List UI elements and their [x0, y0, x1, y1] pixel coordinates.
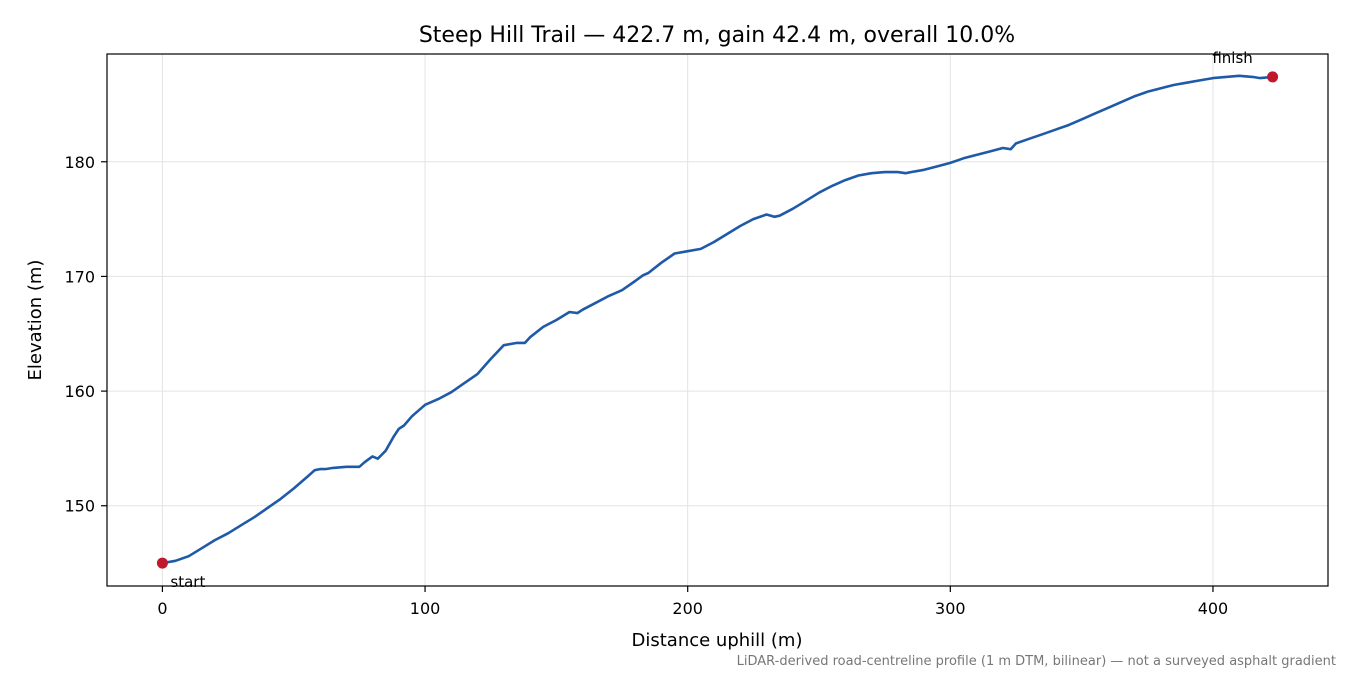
x-tick-label: 100 [410, 599, 441, 618]
x-tick-label: 300 [935, 599, 966, 618]
chart-caption: LiDAR-derived road-centreline profile (1… [737, 654, 1336, 669]
y-axis-ticks: 150 160 170 180 [64, 153, 107, 516]
chart-title: Steep Hill Trail — 422.7 m, gain 42.4 m,… [419, 23, 1015, 48]
x-tick-label: 0 [157, 599, 167, 618]
finish-marker [1267, 71, 1279, 83]
start-marker [156, 557, 168, 569]
y-tick-label: 150 [64, 497, 95, 516]
x-tick-label: 400 [1198, 599, 1229, 618]
marker-layer: start finish [156, 49, 1279, 591]
x-axis-label: Distance uphill (m) [632, 630, 803, 651]
gridlines [107, 54, 1328, 586]
y-axis-label: Elevation (m) [25, 260, 46, 381]
finish-label: finish [1212, 49, 1252, 67]
elevation-line [161, 74, 1274, 565]
y-tick-label: 170 [64, 267, 95, 286]
x-axis-ticks: 0 100 200 300 400 [157, 586, 1228, 618]
y-tick-label: 160 [64, 382, 95, 401]
x-tick-label: 200 [672, 599, 703, 618]
start-label: start [170, 573, 205, 591]
plot-frame [106, 53, 1329, 587]
series-layer [161, 74, 1274, 565]
y-tick-label: 180 [64, 153, 95, 172]
